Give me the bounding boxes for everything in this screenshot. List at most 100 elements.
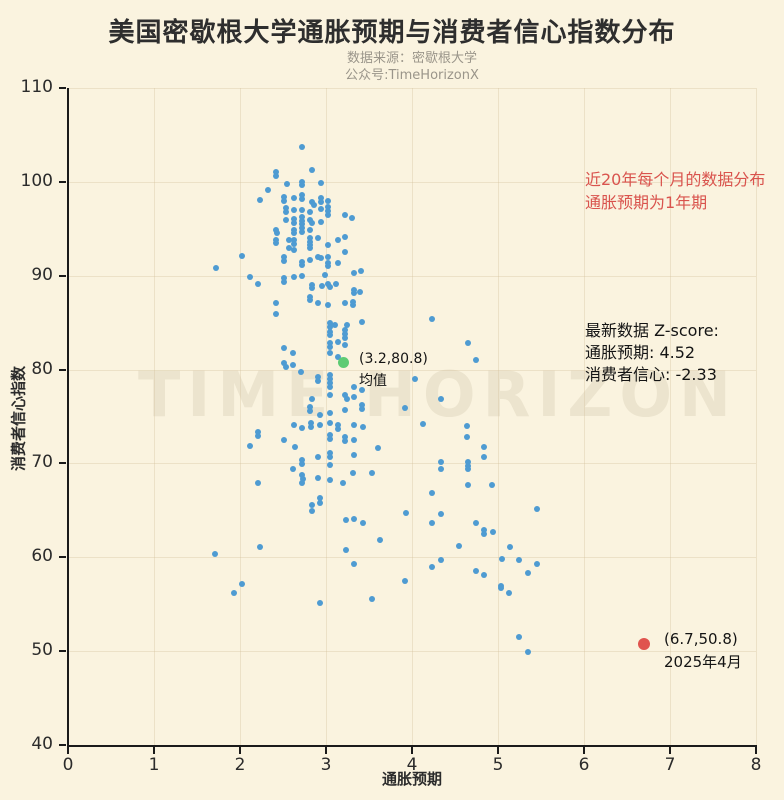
monthly-data-dot — [324, 301, 331, 308]
monthly-data-dot — [335, 259, 342, 266]
y-tick-label-100: 100 — [20, 170, 53, 191]
monthly-data-dot — [284, 180, 291, 187]
monthly-data-dot — [315, 299, 322, 306]
monthly-data-dot — [324, 207, 331, 214]
monthly-data-dot — [238, 580, 245, 587]
watermark-text: TIME HORIZON — [138, 358, 738, 431]
monthly-data-dot — [280, 436, 287, 443]
monthly-data-dot — [291, 220, 298, 227]
mean-point-caption: 均值 — [359, 373, 387, 389]
monthly-data-dot — [316, 600, 323, 607]
monthly-data-dot — [359, 423, 366, 430]
monthly-data-dot — [341, 299, 348, 306]
monthly-data-dot — [298, 424, 305, 431]
monthly-data-dot — [327, 319, 334, 326]
monthly-data-dot — [315, 475, 322, 482]
monthly-data-dot — [438, 459, 445, 466]
monthly-data-dot — [308, 423, 315, 430]
monthly-data-dot — [255, 480, 262, 487]
x-axis-title: 通胀预期 — [381, 770, 442, 788]
monthly-data-dot — [298, 369, 305, 376]
y-tick-40 — [59, 744, 66, 746]
monthly-data-dot — [351, 436, 358, 443]
monthly-data-dot — [280, 197, 287, 204]
monthly-data-dot — [368, 595, 375, 602]
monthly-data-dot — [273, 239, 280, 246]
monthly-data-dot — [533, 506, 540, 513]
y-tick-label-80: 80 — [31, 358, 53, 379]
monthly-data-dot — [310, 202, 317, 209]
monthly-data-dot — [309, 220, 316, 227]
monthly-data-dot — [341, 434, 348, 441]
monthly-data-dot — [298, 471, 305, 478]
monthly-data-dot — [428, 490, 435, 497]
y-tick-110 — [59, 87, 66, 89]
monthly-data-dot — [327, 379, 334, 386]
chart-title: 美国密歇根大学通胀预期与消费者信心指数分布 — [108, 18, 676, 48]
monthly-data-dot — [533, 560, 540, 567]
monthly-data-dot — [309, 395, 316, 402]
monthly-data-dot — [464, 466, 471, 473]
monthly-data-dot — [280, 193, 287, 200]
monthly-data-dot — [247, 442, 254, 449]
monthly-data-dot — [291, 216, 298, 223]
monthly-data-dot — [420, 421, 427, 427]
monthly-data-dot — [280, 360, 287, 366]
gridline-x-8 — [756, 88, 757, 745]
monthly-data-dot — [291, 240, 298, 247]
monthly-data-dot — [315, 374, 322, 381]
monthly-data-dot — [298, 144, 305, 151]
x-tick-8 — [755, 747, 757, 754]
monthly-data-dot — [331, 322, 338, 329]
monthly-data-dot — [327, 409, 334, 416]
monthly-data-dot — [299, 476, 306, 483]
monthly-data-dot — [291, 194, 298, 201]
monthly-data-dot — [306, 241, 313, 248]
monthly-data-dot — [315, 377, 322, 384]
monthly-data-dot — [472, 568, 479, 575]
monthly-data-dot — [290, 466, 297, 473]
x-tick-4 — [411, 747, 413, 754]
y-tick-80 — [59, 368, 66, 371]
monthly-data-dot — [438, 466, 445, 473]
monthly-data-dot — [359, 519, 366, 526]
monthly-data-dot — [402, 577, 409, 584]
monthly-data-dot — [298, 272, 305, 279]
zscore-header: 最新数据 Z-score: — [585, 321, 719, 340]
monthly-data-dot — [428, 519, 435, 526]
monthly-data-dot — [324, 197, 331, 204]
monthly-data-dot — [291, 207, 298, 213]
y-tick-70 — [59, 462, 66, 465]
monthly-data-dot — [327, 436, 334, 443]
monthly-data-dot — [316, 421, 323, 428]
x-tick-label-1: 1 — [148, 755, 160, 775]
monthly-data-dot — [351, 384, 358, 391]
monthly-data-dot — [497, 585, 504, 592]
monthly-data-dot — [351, 393, 358, 400]
monthly-data-dot — [481, 444, 488, 451]
monthly-data-dot — [327, 283, 334, 290]
monthly-data-dot — [273, 226, 280, 233]
monthly-data-dot — [327, 420, 334, 427]
latest-point-coords: (6.7,50.8) — [664, 630, 738, 648]
gridline-x-2 — [240, 88, 241, 745]
gridline-y-110 — [68, 88, 756, 89]
monthly-data-dot — [368, 469, 375, 476]
monthly-data-dot — [309, 284, 316, 291]
monthly-data-dot — [324, 263, 331, 270]
monthly-data-dot — [335, 354, 342, 361]
monthly-data-dot — [343, 395, 350, 402]
monthly-data-dot — [341, 249, 348, 256]
x-axis-spine — [67, 745, 757, 747]
x-tick-label-5: 5 — [492, 755, 504, 775]
monthly-data-dot — [351, 421, 358, 428]
monthly-data-dot — [464, 482, 471, 489]
mean-point-dot — [337, 356, 349, 368]
monthly-data-dot — [525, 649, 532, 656]
monthly-data-dot — [488, 482, 495, 489]
monthly-data-dot — [327, 324, 334, 331]
monthly-data-dot — [291, 230, 298, 237]
monthly-data-dot — [291, 226, 298, 233]
monthly-data-dot — [265, 187, 272, 194]
monthly-data-dot — [309, 508, 316, 515]
